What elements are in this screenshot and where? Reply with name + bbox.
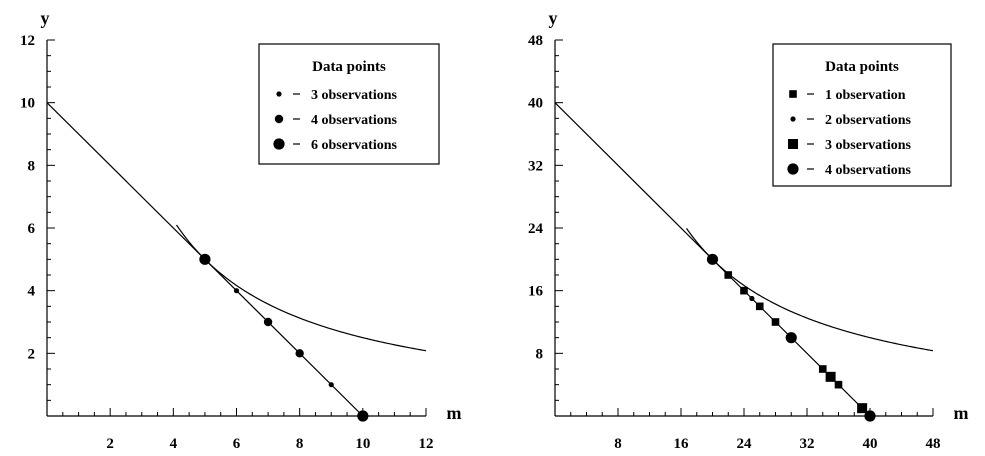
data-point	[328, 382, 334, 388]
legend-entry-label: 2 observations	[825, 113, 912, 128]
data-point	[825, 371, 836, 382]
legend-marker	[276, 91, 282, 97]
data-point	[740, 286, 748, 295]
data-point	[771, 318, 780, 326]
legend-entry-label: 1 observation	[825, 88, 906, 103]
y-tick-label: 32	[528, 158, 543, 174]
data-point	[755, 302, 764, 311]
data-point	[857, 403, 868, 414]
x-tick-label: 40	[863, 436, 878, 452]
y-tick-label: 48	[528, 33, 543, 49]
x-tick-label: 12	[419, 436, 434, 452]
y-tick-label: 16	[528, 284, 544, 300]
legend: Data points 3 observations 4 observations 6…	[258, 43, 440, 165]
y-tick-label: 24	[528, 221, 544, 237]
x-tick-label: 6	[233, 436, 241, 452]
legend-marker	[790, 116, 796, 122]
legend-entry-label: 3 observations	[311, 88, 398, 103]
y-tick-label: 10	[20, 96, 35, 112]
legend-title: Data points	[825, 59, 899, 75]
chart-panel-2: 8 16 24 32 40 48 8 16 24 32 40 48 y m Data points 1 obs…	[528, 8, 969, 452]
x-tick-label: 32	[800, 436, 815, 452]
y-tick-label: 8	[28, 158, 36, 174]
y-tick-label: 4	[28, 284, 36, 300]
legend-marker	[789, 90, 797, 98]
data-point	[818, 365, 827, 373]
legend-marker	[273, 138, 285, 150]
legend-title: Data points	[312, 59, 386, 75]
x-tick-label: 48	[926, 436, 941, 452]
x-axis-label: m	[447, 403, 462, 423]
y-tick-label: 6	[28, 221, 36, 237]
data-point	[706, 253, 719, 265]
data-point	[357, 410, 369, 422]
legend-box	[258, 43, 440, 165]
legend-marker	[788, 139, 798, 149]
y-tick-label: 8	[536, 346, 544, 362]
chart-panel-1: 2 4 6 8 10 12 2 4 6 8 10 12 y m Data points 3 observati…	[20, 8, 462, 452]
data-point	[724, 271, 733, 279]
legend-marker	[274, 114, 284, 124]
legend-box	[772, 43, 952, 187]
legend-entry-label: 4 observations	[311, 113, 398, 128]
x-axis-label: m	[954, 403, 969, 423]
x-tick-label: 2	[106, 436, 114, 452]
curve-series	[686, 228, 934, 352]
y-tick-label: 2	[28, 346, 36, 362]
x-tick-label: 24	[737, 436, 753, 452]
data-point	[199, 253, 211, 265]
y-axis-label: y	[41, 8, 50, 28]
data-point	[263, 317, 273, 327]
legend-entry-label: 3 observations	[825, 138, 912, 153]
data-point	[749, 295, 755, 302]
data-point	[785, 332, 797, 344]
legend-entry-label: 6 observations	[311, 138, 398, 153]
data-point	[233, 288, 240, 294]
legend-marker	[787, 163, 799, 175]
data-point	[864, 410, 876, 422]
x-tick-label: 10	[355, 436, 370, 452]
y-axis-label: y	[549, 8, 558, 28]
legend-entry-label: 4 observations	[825, 163, 912, 178]
x-tick-label: 8	[296, 436, 304, 452]
y-tick-label: 40	[528, 96, 543, 112]
data-point	[834, 380, 843, 389]
x-tick-label: 4	[170, 436, 178, 452]
data-point	[295, 349, 304, 358]
legend: Data points 1 observation 2 observations 3 …	[772, 43, 952, 187]
curve-series	[175, 224, 427, 352]
x-tick-label: 8	[614, 436, 622, 452]
x-tick-label: 16	[674, 436, 690, 452]
y-tick-label: 12	[20, 33, 35, 49]
